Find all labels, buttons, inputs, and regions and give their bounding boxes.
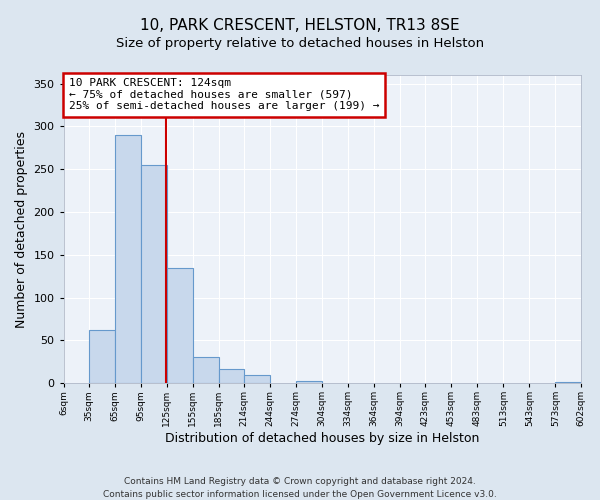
Text: Contains public sector information licensed under the Open Government Licence v3: Contains public sector information licen… (103, 490, 497, 499)
X-axis label: Distribution of detached houses by size in Helston: Distribution of detached houses by size … (165, 432, 479, 445)
Text: 10 PARK CRESCENT: 124sqm
← 75% of detached houses are smaller (597)
25% of semi-: 10 PARK CRESCENT: 124sqm ← 75% of detach… (69, 78, 379, 112)
Bar (219, 368, 244, 383)
Bar (115, 135, 141, 383)
Bar (167, 268, 193, 383)
Y-axis label: Number of detached properties: Number of detached properties (15, 130, 28, 328)
Text: Contains HM Land Registry data © Crown copyright and database right 2024.: Contains HM Land Registry data © Crown c… (124, 478, 476, 486)
Text: 10, PARK CRESCENT, HELSTON, TR13 8SE: 10, PARK CRESCENT, HELSTON, TR13 8SE (140, 18, 460, 32)
Bar (193, 358, 219, 383)
Bar (244, 374, 270, 383)
Bar (556, 382, 581, 383)
Bar (141, 165, 167, 383)
Bar (89, 330, 115, 383)
Text: Size of property relative to detached houses in Helston: Size of property relative to detached ho… (116, 38, 484, 51)
Bar (296, 380, 322, 383)
